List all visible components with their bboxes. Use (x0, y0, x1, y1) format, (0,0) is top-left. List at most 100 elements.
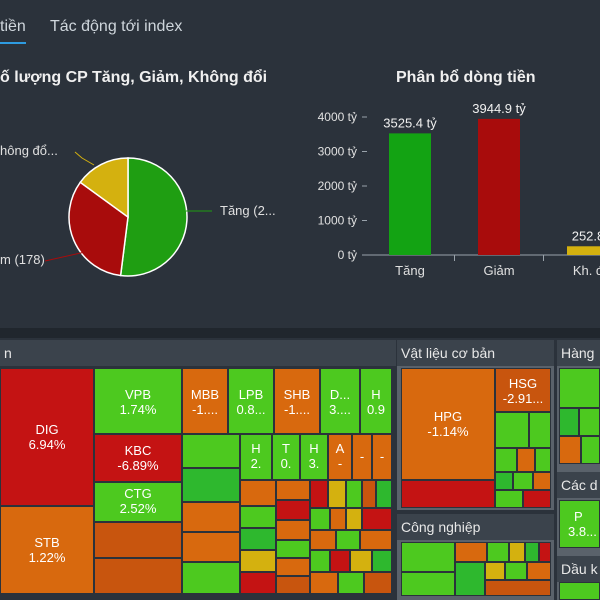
sector-header-goods[interactable]: Hàng (557, 340, 600, 366)
stock-tile[interactable] (182, 502, 240, 532)
stock-tile[interactable] (513, 472, 533, 490)
stock-tile-a[interactable]: A- (328, 434, 352, 480)
tab-index-impact[interactable]: Tác động tới index (50, 18, 183, 35)
stock-tile[interactable] (182, 434, 240, 468)
stock-tile[interactable] (559, 368, 600, 408)
stock-tile[interactable] (94, 558, 182, 594)
sector-header-materials[interactable]: Vật liệu cơ bản (397, 340, 554, 366)
sector-header-oil[interactable]: Dầu k (557, 556, 600, 582)
stock-tile[interactable] (509, 542, 525, 562)
stock-tile[interactable] (360, 530, 392, 550)
stock-tile-hsg[interactable]: HSG -2.91... (495, 368, 551, 412)
stock-tile[interactable] (364, 572, 392, 594)
stock-tile[interactable] (338, 572, 364, 594)
stock-tile[interactable] (362, 480, 376, 508)
stock-tile[interactable] (276, 520, 310, 540)
stock-tile[interactable] (372, 550, 392, 572)
stock-tile[interactable] (240, 528, 276, 550)
stock-tile[interactable] (240, 550, 276, 572)
stock-tile-stb[interactable]: STB 1.22% (0, 506, 94, 594)
stock-tile-t[interactable]: T 0. (272, 434, 300, 480)
stock-tile[interactable] (240, 506, 276, 528)
stock-tile-d[interactable]: D... 3.... (320, 368, 360, 434)
stock-tile[interactable] (346, 508, 362, 530)
stock-tile[interactable] (310, 530, 336, 550)
stock-tile[interactable] (485, 562, 505, 580)
stock-tile[interactable] (539, 542, 551, 562)
stock-tile[interactable] (487, 542, 509, 562)
sector-header-banking[interactable]: n (0, 340, 396, 366)
stock-tile[interactable] (310, 550, 330, 572)
stock-tile[interactable] (240, 480, 276, 506)
stock-tile-hpg[interactable]: HPG -1.14% (401, 368, 495, 480)
stock-tile[interactable] (310, 508, 330, 530)
sector-header-other[interactable]: Các d (557, 472, 600, 498)
stock-tile[interactable] (485, 580, 551, 596)
stock-tile[interactable] (182, 532, 240, 562)
stock-tile[interactable] (336, 530, 360, 550)
stock-tile[interactable] (505, 562, 527, 580)
stock-tile[interactable] (350, 550, 372, 572)
stock-tile[interactable] (525, 542, 539, 562)
stock-tile-ctg[interactable]: CTG 2.52% (94, 482, 182, 522)
stock-tile-mbb[interactable]: MBB -1.... (182, 368, 228, 434)
stock-tile[interactable] (517, 448, 535, 472)
stock-tile[interactable] (330, 550, 350, 572)
stock-tile[interactable] (240, 572, 276, 594)
stock-tile-h3[interactable]: H 3. (300, 434, 328, 480)
stock-tile[interactable] (401, 542, 455, 572)
stock-tile-vpb[interactable]: VPB 1.74% (94, 368, 182, 434)
stock-tile[interactable] (94, 522, 182, 558)
stock-tile[interactable] (346, 480, 362, 508)
stock-tile[interactable] (523, 490, 551, 508)
stock-tile[interactable] (579, 408, 600, 436)
stock-tile[interactable] (559, 582, 600, 600)
stock-tile[interactable] (533, 472, 551, 490)
stock-tile[interactable] (529, 412, 551, 448)
stock-tile[interactable] (495, 490, 523, 508)
tab-money-flow[interactable]: tiền (0, 18, 26, 35)
stock-tile-h[interactable]: H 0.9 (360, 368, 392, 434)
stock-tile[interactable] (559, 408, 579, 436)
stock-tile-dig[interactable]: DIG 6.94% (0, 368, 94, 506)
stock-tile[interactable] (455, 562, 485, 596)
stock-tile[interactable] (182, 562, 240, 594)
pie-chart-title: ố lượng CP Tăng, Giảm, Không đổi (0, 69, 268, 86)
stock-tile[interactable] (535, 448, 551, 472)
stock-tile[interactable] (330, 508, 346, 530)
sector-header-industry[interactable]: Công nghiệp (397, 514, 554, 540)
stock-tile[interactable] (276, 540, 310, 558)
stock-tile-kbc[interactable]: KBC -6.89% (94, 434, 182, 482)
stock-tile[interactable] (495, 472, 513, 490)
stock-tile[interactable] (401, 480, 495, 508)
stock-tile[interactable] (310, 480, 328, 508)
stock-tile-p[interactable]: P 3.8... (559, 500, 600, 548)
y-tick-label: 4000 tỷ (318, 110, 357, 124)
stock-tile[interactable] (495, 412, 529, 448)
bar-chart-title: Phân bổ dòng tiền (396, 69, 536, 86)
leader-line-down (44, 239, 99, 262)
stock-tile[interactable] (455, 542, 487, 562)
stock-tile[interactable]: - (352, 434, 372, 480)
stock-tile[interactable]: - (372, 434, 392, 480)
stock-tile[interactable] (362, 508, 392, 530)
stock-tile[interactable] (276, 500, 310, 520)
stock-tile[interactable] (581, 436, 600, 464)
pie-slice-2 (79, 157, 129, 219)
stock-tile[interactable] (559, 436, 581, 464)
stock-tile-shb[interactable]: SHB -1.... (274, 368, 320, 434)
stock-tile[interactable] (495, 448, 517, 472)
stock-tile-lpb[interactable]: LPB 0.8... (228, 368, 274, 434)
stock-tile-h2[interactable]: H 2. (240, 434, 272, 480)
stock-tile[interactable] (276, 480, 310, 500)
y-tick-label: 0 tỷ (338, 248, 357, 262)
stock-tile[interactable] (401, 572, 455, 596)
stock-tile[interactable] (276, 576, 310, 594)
stock-tile[interactable] (276, 558, 310, 576)
stock-tile[interactable] (527, 562, 551, 580)
stock-tile[interactable] (310, 572, 338, 594)
section-divider (0, 328, 600, 338)
stock-tile[interactable] (182, 468, 240, 502)
stock-tile[interactable] (376, 480, 392, 508)
stock-tile[interactable] (328, 480, 346, 508)
